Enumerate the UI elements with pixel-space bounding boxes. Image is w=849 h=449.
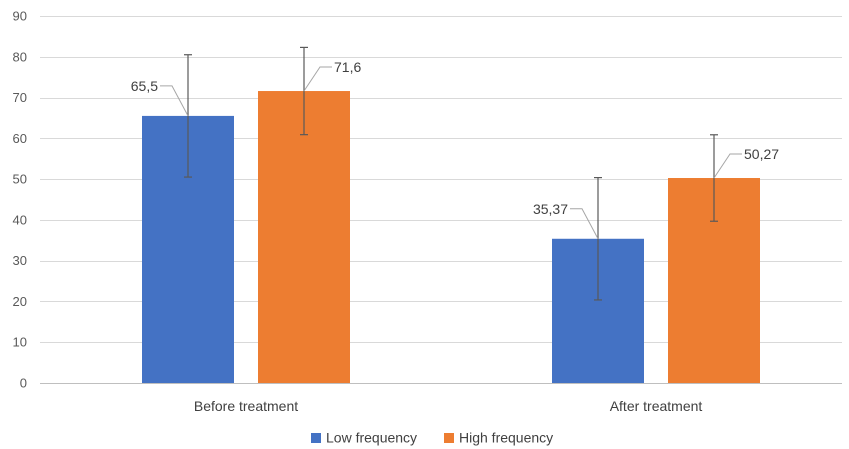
data-label: 35,37 [533,201,568,217]
data-label: 50,27 [744,146,779,162]
data-labels: 65,5 35,37 71,6 50,27 [131,59,779,240]
legend-label: High frequency [459,430,553,446]
bars [142,91,760,384]
data-label: 65,5 [131,78,158,94]
legend-label: Low frequency [326,430,417,446]
y-tick-label: 20 [13,294,27,309]
legend-swatch [311,433,321,443]
y-tick-label: 50 [13,172,27,187]
y-tick-label: 10 [13,335,27,350]
y-tick-label: 70 [13,90,27,105]
y-tick-label: 60 [13,131,27,146]
x-category-label: Before treatment [194,398,298,414]
y-axis-ticks: 0 10 20 30 40 50 60 70 80 90 [13,9,27,391]
legend: Low frequency High frequency [311,430,553,446]
y-tick-label: 0 [20,376,27,391]
legend-swatch [444,433,454,443]
bar-high-frequency [258,91,350,383]
y-tick-label: 40 [13,212,27,227]
y-tick-label: 80 [13,49,27,64]
data-label-leader [160,85,189,117]
data-label: 71,6 [334,59,361,75]
x-axis-categories: Before treatment After treatment [194,398,703,414]
x-category-label: After treatment [610,398,703,414]
y-tick-label: 30 [13,253,27,268]
y-tick-label: 90 [13,9,27,24]
data-label-leader [713,153,742,179]
data-label-leader [570,208,599,240]
data-label-leader [303,66,332,92]
